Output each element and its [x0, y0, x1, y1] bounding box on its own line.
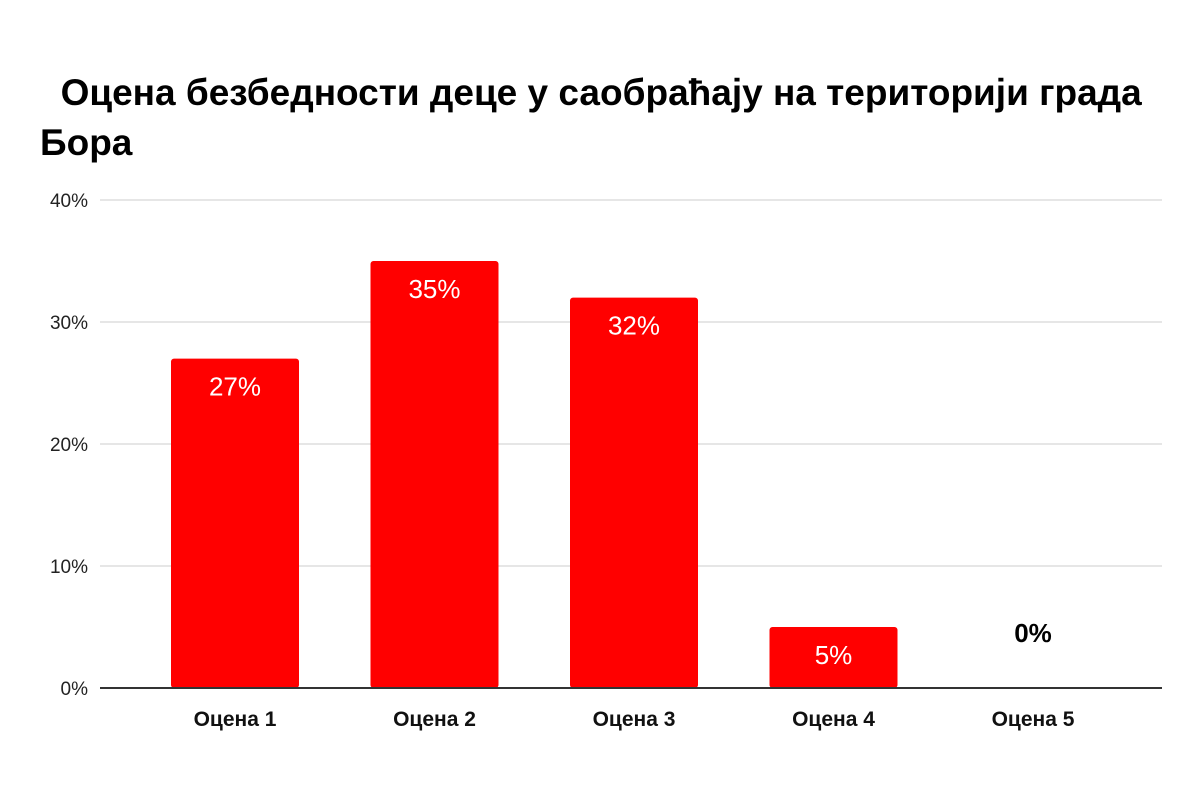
x-axis-category-labels: Оцена 1 Оцена 2 Оцена 3 Оцена 4 Оцена 5 [194, 708, 1075, 731]
y-tick-label: 10% [50, 557, 88, 578]
data-label: 5% [815, 640, 853, 670]
data-label: 32% [608, 311, 660, 341]
y-axis-tick-labels: 0% 10% 20% 30% 40% [50, 191, 88, 700]
bar [370, 261, 499, 688]
data-label: 35% [408, 274, 460, 304]
bar [171, 358, 299, 688]
y-tick-label: 0% [61, 679, 89, 700]
x-category-label: Оцена 1 [194, 708, 277, 731]
x-category-label: Оцена 4 [792, 708, 875, 731]
y-tick-label: 40% [50, 191, 88, 212]
y-tick-label: 20% [50, 435, 88, 456]
data-label: 0% [1014, 618, 1052, 648]
data-label: 27% [209, 372, 261, 402]
x-category-label: Оцена 3 [593, 708, 676, 731]
bars: 27% 35% 32% 5% 0% [171, 261, 1052, 688]
bar [570, 297, 698, 688]
bar [769, 627, 898, 688]
x-category-label: Оцена 2 [393, 708, 476, 731]
chart-title: Оцена безбедности деце у саобраћају на т… [40, 72, 1153, 163]
y-tick-label: 30% [50, 313, 88, 334]
x-category-label: Оцена 5 [992, 708, 1075, 731]
